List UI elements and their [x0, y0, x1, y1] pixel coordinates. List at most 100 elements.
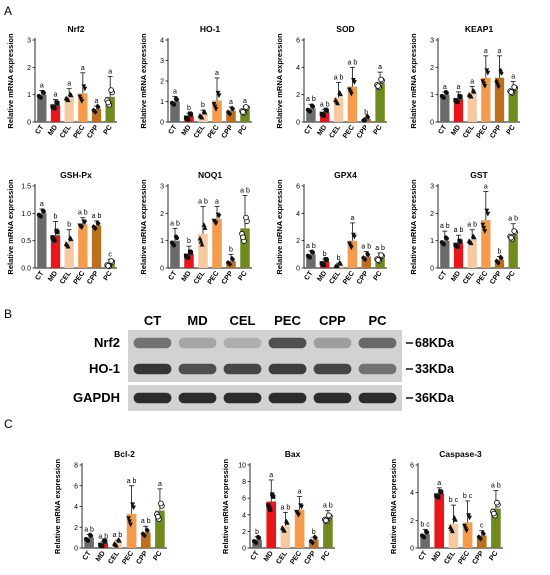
bar — [323, 518, 333, 548]
data-point — [201, 108, 207, 114]
blot-band — [223, 337, 262, 349]
data-point — [187, 111, 193, 116]
x-tick-label: PEC — [207, 124, 221, 140]
bar — [467, 93, 477, 122]
y-tick-label: 0 — [27, 120, 31, 127]
y-axis-label: Relative mRNA expression — [275, 179, 284, 275]
data-point — [306, 254, 312, 259]
data-point — [480, 222, 486, 228]
y-tick-label: 6 — [410, 463, 414, 470]
data-point — [309, 539, 314, 545]
significance-label: b c — [463, 493, 473, 500]
blot-protein-label: GAPDH — [73, 390, 120, 405]
data-point — [87, 532, 93, 537]
x-tick-label: CT — [168, 124, 180, 136]
bar — [37, 94, 47, 122]
y-tick-label: 1 — [160, 238, 164, 245]
x-tick-label: CT — [437, 124, 449, 136]
data-point — [375, 83, 381, 89]
data-point — [423, 529, 429, 534]
data-point — [81, 84, 87, 90]
y-tick-label: 0.5 — [21, 238, 31, 245]
x-tick-label: PEC — [342, 270, 356, 286]
data-point — [480, 530, 485, 536]
bar — [240, 109, 250, 122]
data-point — [440, 241, 445, 246]
data-point — [351, 232, 356, 238]
data-point — [108, 258, 115, 264]
data-point — [495, 81, 500, 87]
chart-title: GPX4 — [334, 170, 357, 180]
chart-title: Bcl-2 — [114, 449, 135, 459]
significance-label: a — [158, 481, 162, 488]
x-tick-label: CT — [303, 270, 315, 282]
data-point — [466, 513, 471, 518]
x-tick-label: CPP — [135, 550, 149, 566]
blot-band — [313, 392, 352, 404]
data-point — [229, 255, 235, 262]
data-point — [212, 104, 218, 110]
y-tick-label: 3 — [160, 58, 164, 65]
significance-label: a b — [198, 199, 208, 206]
significance-label: b c — [420, 521, 430, 528]
bar — [481, 220, 491, 268]
x-tick-label: CEL — [107, 550, 121, 566]
x-tick-label: PC — [320, 550, 331, 562]
data-point — [51, 105, 56, 110]
data-point — [64, 242, 70, 248]
data-point — [320, 112, 325, 117]
blot-membrane — [128, 356, 402, 382]
data-point — [173, 234, 179, 239]
bar — [347, 240, 358, 268]
x-tick-label: PC — [372, 124, 383, 136]
x-tick-label: CPP — [489, 270, 503, 286]
blot-size-label: 36KDa — [415, 391, 455, 405]
data-point — [155, 513, 161, 520]
significance-label: a b — [170, 220, 180, 227]
bar — [240, 228, 250, 268]
significance-label: a b — [440, 223, 450, 230]
bar — [64, 241, 74, 268]
bar — [78, 93, 88, 122]
bar — [333, 97, 344, 122]
data-point — [470, 233, 476, 239]
chart-title: KEAP1 — [465, 24, 494, 34]
significance-label: a — [243, 98, 247, 105]
y-axis-label: Relative mRNA expression — [221, 459, 230, 555]
bar — [440, 94, 450, 122]
x-tick-label: CT — [437, 270, 449, 282]
data-point — [187, 249, 193, 254]
data-point — [78, 224, 84, 230]
y-axis-label: Relative mRNA expression — [389, 459, 398, 555]
significance-label: b — [229, 246, 233, 253]
y-tick-label: 3 — [430, 38, 434, 45]
data-point — [266, 502, 271, 508]
data-point — [127, 519, 132, 525]
x-tick-label: MD — [450, 270, 462, 283]
data-point — [494, 499, 500, 506]
significance-label: a b — [78, 210, 88, 217]
blot-lane-label: MD — [187, 313, 207, 328]
data-point — [184, 254, 190, 259]
data-point — [95, 103, 100, 109]
bar — [481, 77, 491, 122]
data-point — [420, 534, 426, 539]
significance-label: a — [108, 68, 112, 75]
data-point — [108, 87, 115, 93]
bar — [453, 98, 464, 122]
data-point — [270, 492, 275, 497]
x-tick-label: CT — [34, 270, 46, 282]
data-point — [337, 259, 342, 265]
data-point — [211, 102, 217, 107]
bar-chart: SOD Relative mRNA expression 0 2 4 6 a b CT a b M… — [275, 24, 387, 140]
bar-chart: KEAP1 Relative mRNA expression 0 1 2 3 a CT a MD a… — [409, 24, 520, 140]
data-point — [438, 489, 443, 494]
bar-chart: Bcl-2 Relative mRNA expression 0 2 4 6 8 a b CT a… — [53, 449, 167, 566]
data-point — [498, 254, 503, 260]
bar — [347, 86, 358, 122]
data-point — [198, 238, 204, 244]
data-point — [201, 222, 207, 227]
y-tick-label: 2 — [296, 92, 300, 99]
significance-label: a b — [323, 503, 333, 510]
data-point — [462, 523, 467, 529]
